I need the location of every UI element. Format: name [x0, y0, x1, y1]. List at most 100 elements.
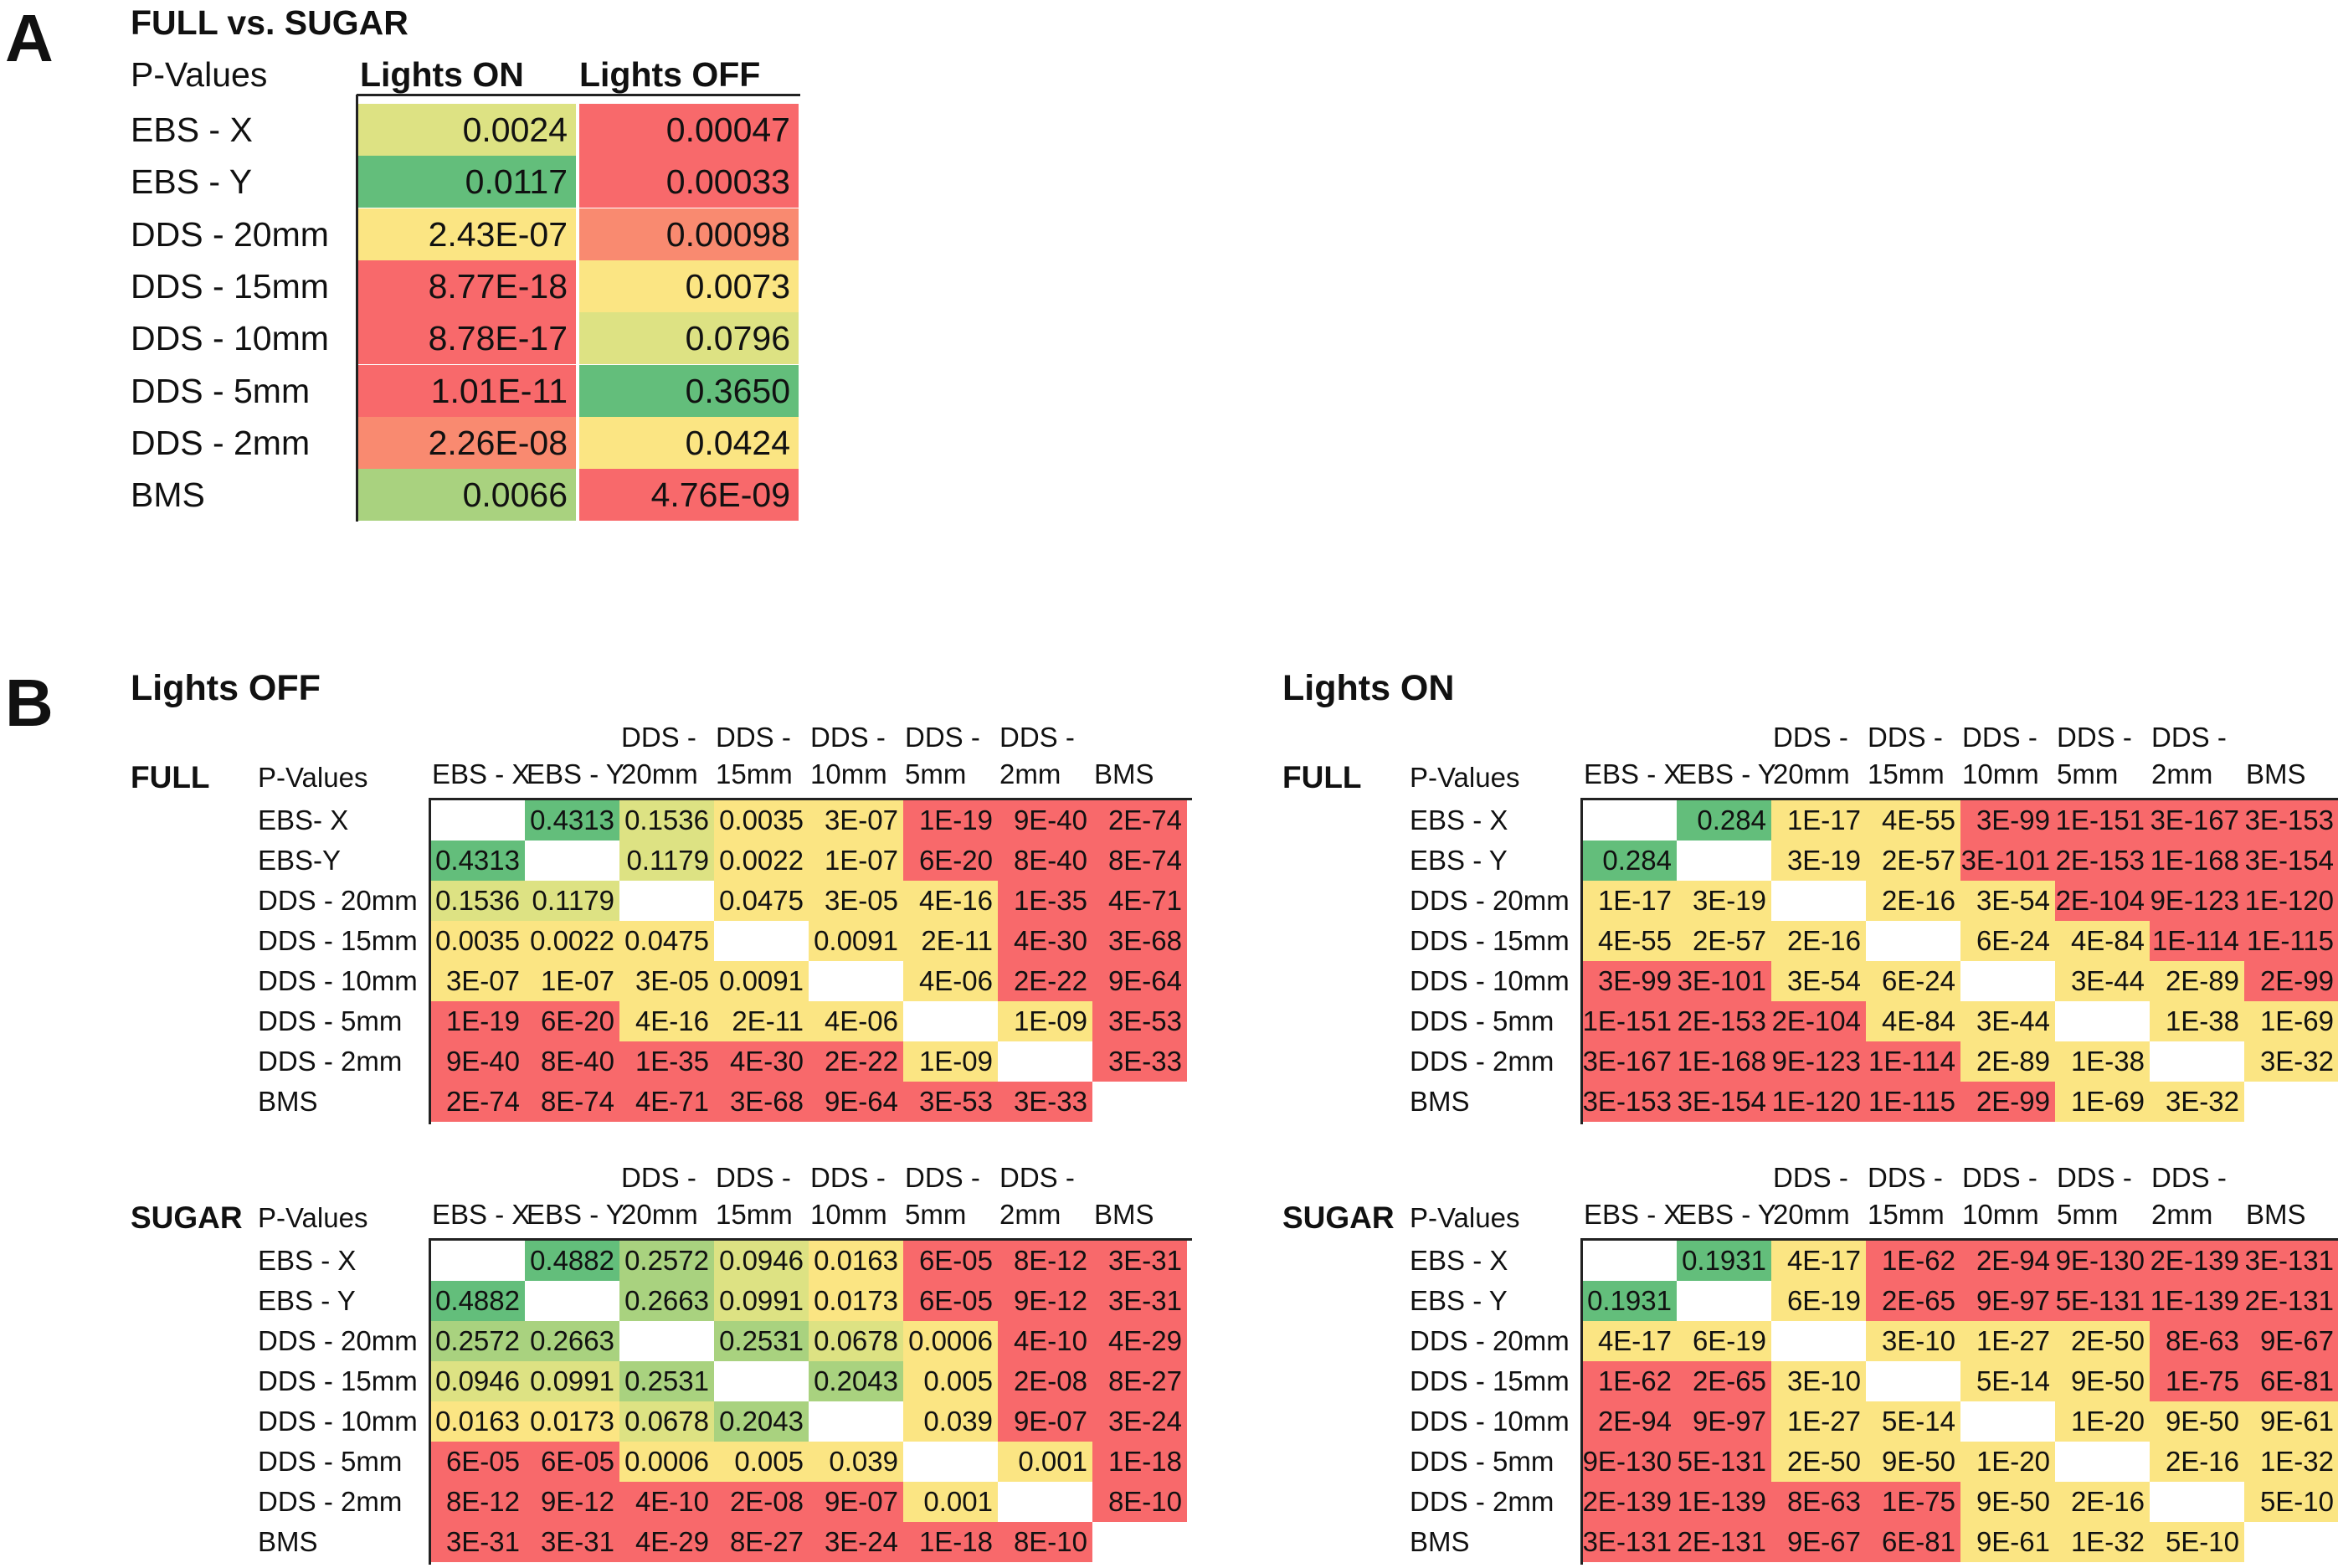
matrix-cell	[1866, 921, 1960, 961]
matrix-cell: 1E-27	[1960, 1321, 2055, 1361]
matrix-cell: 1E-151	[2055, 800, 2150, 841]
matrix-cell: 1E-115	[2244, 921, 2338, 961]
matrix-header-rule	[430, 798, 1192, 800]
panel-a-title: FULL vs. SUGAR	[131, 3, 409, 42]
matrix-cell: 1E-20	[2055, 1401, 2150, 1442]
panel-a-cell-lights-on: 0.0117	[358, 156, 576, 208]
matrix-column-header: EBS - X	[1584, 1199, 1683, 1230]
matrix-cell: 3E-33	[1092, 1041, 1187, 1082]
matrix-cell: 3E-10	[1771, 1361, 1866, 1401]
matrix-column-header: DDS -	[716, 1162, 791, 1193]
matrix-cell: 0.2531	[714, 1321, 809, 1361]
matrix-cell: 4E-55	[1582, 921, 1677, 961]
matrix-cell: 2E-139	[1582, 1482, 1677, 1522]
matrix-column-header: EBS - Y	[527, 1199, 624, 1230]
matrix-cell: 4E-29	[619, 1522, 714, 1562]
matrix-cell: 1E-62	[1582, 1361, 1677, 1401]
matrix-cell: 6E-81	[1866, 1522, 1960, 1562]
matrix-cell: 2E-99	[2244, 961, 2338, 1001]
matrix-cell: 9E-97	[1960, 1281, 2055, 1321]
matrix-cell: 4E-06	[903, 961, 998, 1001]
matrix-cell: 8E-27	[714, 1522, 809, 1562]
matrix-cell: 1E-18	[903, 1522, 998, 1562]
matrix-column-header: 5mm	[905, 758, 967, 789]
matrix-cell: 5E-131	[2055, 1281, 2150, 1321]
matrix-cell: 3E-153	[2244, 800, 2338, 841]
matrix-cell: 9E-40	[430, 1041, 525, 1082]
matrix-cell	[619, 1321, 714, 1361]
matrix-row-label: EBS - X	[1410, 1245, 1508, 1276]
matrix-cell: 4E-10	[998, 1321, 1092, 1361]
matrix-cell: 1E-19	[430, 1001, 525, 1041]
matrix-cell: 3E-24	[1092, 1401, 1187, 1442]
matrix-cell	[998, 1041, 1092, 1082]
matrix-cell: 2E-139	[2150, 1241, 2244, 1281]
matrix-cell: 0.039	[903, 1401, 998, 1442]
matrix-cell	[1771, 881, 1866, 921]
matrix-cell: 0.4882	[430, 1281, 525, 1321]
panel-a-cell-lights-off: 0.0796	[579, 312, 799, 365]
matrix-cell	[430, 1241, 525, 1281]
matrix-cell: 0.284	[1582, 841, 1677, 881]
matrix-row-label: EBS - Y	[258, 1285, 356, 1316]
matrix-set-name: FULL	[131, 760, 210, 794]
matrix-cell: 4E-16	[619, 1001, 714, 1041]
matrix-cell: 0.0006	[903, 1321, 998, 1361]
matrix-pvalues-label: P-Values	[1410, 762, 1520, 793]
matrix-cell: 9E-67	[2244, 1321, 2338, 1361]
matrix-column-header: DDS -	[905, 1162, 980, 1193]
panel-b-letter: B	[5, 666, 54, 740]
matrix-cell: 1E-17	[1582, 881, 1677, 921]
matrix-cell: 0.0475	[714, 881, 809, 921]
matrix-cell: 0.1179	[525, 881, 619, 921]
matrix-cell	[809, 961, 903, 1001]
matrix-left-rule	[429, 798, 431, 1124]
matrix-column-header: 10mm	[810, 758, 887, 789]
matrix-cell: 2E-89	[2150, 961, 2244, 1001]
matrix-cell: 8E-27	[1092, 1361, 1187, 1401]
panel-a-cell-lights-off: 0.00033	[579, 156, 799, 208]
matrix-cell: 4E-06	[809, 1001, 903, 1041]
matrix-column-header: DDS -	[621, 722, 696, 753]
matrix-cell: 3E-68	[1092, 921, 1187, 961]
panel-a-pvalues-label: P-Values	[131, 55, 268, 94]
matrix-row-label: EBS - Y	[1410, 845, 1508, 876]
matrix-column-header: DDS -	[716, 722, 791, 753]
matrix-cell	[1960, 1401, 2055, 1442]
matrix-cell: 0.0946	[430, 1361, 525, 1401]
matrix-column-header: 15mm	[1868, 758, 1945, 789]
matrix-cell: 3E-32	[2150, 1082, 2244, 1122]
matrix-cell: 9E-40	[998, 800, 1092, 841]
matrix-cell: 0.0173	[525, 1401, 619, 1442]
matrix-cell: 2E-99	[1960, 1082, 2055, 1122]
matrix-cell: 4E-17	[1582, 1321, 1677, 1361]
matrix-cell: 4E-30	[714, 1041, 809, 1082]
matrix-column-header: 2mm	[999, 1199, 1061, 1230]
matrix-cell: 9E-61	[1960, 1522, 2055, 1562]
matrix-cell: 2E-74	[1092, 800, 1187, 841]
matrix-column-header: DDS -	[810, 722, 886, 753]
matrix-cell: 2E-22	[998, 961, 1092, 1001]
matrix-cell: 0.0091	[809, 921, 903, 961]
matrix-cell: 9E-123	[2150, 881, 2244, 921]
matrix-cell	[1582, 800, 1677, 841]
matrix-cell	[903, 1442, 998, 1482]
matrix-cell	[2150, 1482, 2244, 1522]
matrix-cell: 1E-69	[2244, 1001, 2338, 1041]
matrix-cell: 4E-17	[1771, 1241, 1866, 1281]
matrix-cell: 6E-19	[1771, 1281, 1866, 1321]
matrix-cell: 6E-24	[1866, 961, 1960, 1001]
matrix-row-label: EBS - X	[258, 1245, 357, 1276]
matrix-row-label: DDS - 15mm	[258, 1365, 418, 1396]
matrix-row-label: DDS - 5mm	[1410, 1005, 1554, 1036]
matrix-cell: 4E-84	[2055, 921, 2150, 961]
panel-a-letter: A	[5, 1, 54, 75]
matrix-cell: 3E-154	[2244, 841, 2338, 881]
matrix-cell: 0.4313	[525, 800, 619, 841]
panel-a-cell-lights-off: 0.00047	[579, 104, 799, 156]
matrix-cell: 1E-17	[1771, 800, 1866, 841]
matrix-cell: 6E-05	[903, 1241, 998, 1281]
matrix-cell	[2150, 1041, 2244, 1082]
matrix-cell: 3E-99	[1582, 961, 1677, 1001]
matrix-cell: 2E-50	[1771, 1442, 1866, 1482]
